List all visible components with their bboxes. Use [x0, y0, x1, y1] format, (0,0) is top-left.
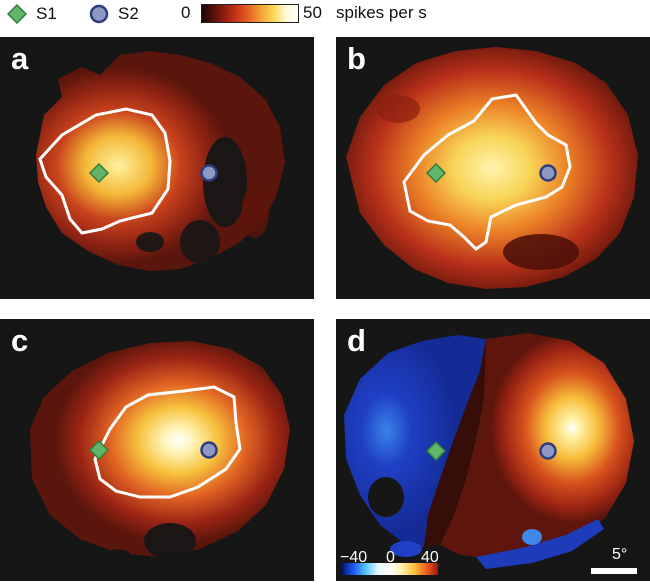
colorbar-max-label: 50: [303, 3, 322, 22]
panel-b-s2-marker: [539, 164, 557, 182]
colorbar-unit-label: spikes per s: [336, 3, 427, 22]
figure-legend: S1 S2 0 50 spikes per s: [0, 0, 650, 32]
panel-c-s2-marker: [200, 441, 218, 459]
panel-c-heatmap: [30, 341, 290, 565]
panel-c-s1-marker: [88, 439, 110, 461]
rate-colorbar: [201, 4, 299, 23]
panel-d-s1-marker: [425, 440, 447, 462]
scale-bar: [591, 568, 637, 574]
panel-a: a: [0, 37, 314, 299]
scale-bar-label: 5°: [612, 546, 628, 563]
s1-legend-item: S1: [6, 3, 57, 25]
colorbar-min-label: 0: [181, 3, 191, 22]
panel-d: d −40 0 40 5°: [336, 319, 650, 581]
s1-diamond-icon: [6, 3, 28, 25]
s2-legend-item: S2: [88, 3, 139, 25]
panel-a-heatmap: [36, 51, 285, 271]
panel-c: c: [0, 319, 314, 581]
diff-tick-zero: 0: [386, 549, 395, 566]
panel-c-label: c: [11, 323, 29, 358]
s2-legend-label: S2: [118, 4, 139, 23]
panel-a-s2-marker: [200, 164, 218, 182]
panel-d-label: d: [347, 323, 366, 358]
s2-circle-icon: [89, 4, 109, 24]
panel-b-heatmap: [346, 47, 638, 289]
s1-legend-label: S1: [36, 4, 57, 23]
panel-d-heatmap: [344, 333, 634, 569]
diff-tick-min: −40: [340, 549, 368, 566]
panel-b: b: [336, 37, 650, 299]
panel-b-label: b: [347, 41, 366, 76]
panel-a-label: a: [11, 41, 29, 76]
difference-colorbar: [342, 563, 438, 575]
panel-a-s1-marker: [88, 162, 110, 184]
panel-d-s2-marker: [539, 442, 557, 460]
diff-tick-max: 40: [421, 549, 439, 566]
panel-b-s1-marker: [425, 162, 447, 184]
